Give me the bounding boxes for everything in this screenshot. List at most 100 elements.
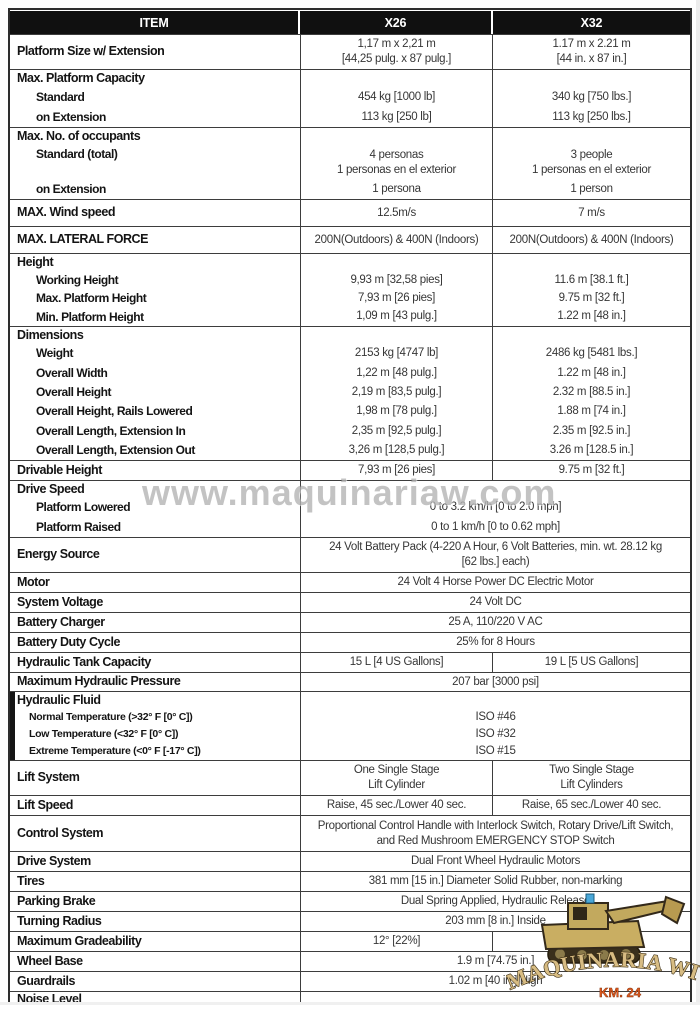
spec-section: Parking Brake Dual Spring Applied, Hydrau… bbox=[10, 891, 690, 911]
spec-section: Wheel Base 1.9 m [74.75 in.] bbox=[10, 951, 690, 971]
spec-values: 200N(Outdoors) & 400N (Indoors) 200N(Outd… bbox=[300, 227, 690, 253]
spec-value: 7,93 m [26 pies] bbox=[357, 292, 436, 305]
spec-row: MAX. LATERAL FORCE 200N(Outdoors) & 400N … bbox=[10, 227, 690, 253]
header-model-x26: X26 bbox=[300, 11, 491, 34]
spec-row: Height bbox=[10, 254, 690, 271]
spec-section: Drivable Height 7,93 m [26 pies] 9.75 m [3… bbox=[10, 460, 690, 480]
spec-value: Raise, 65 sec./Lower 40 sec. bbox=[492, 796, 690, 815]
spec-label: Guardrails bbox=[17, 973, 76, 988]
spec-label: Control System bbox=[17, 825, 104, 840]
spec-label: Max. Platform Capacity bbox=[17, 70, 145, 85]
spec-row: Hydraulic Tank Capacity 15 L [4 US Gallon… bbox=[10, 653, 690, 672]
spec-values: 9,93 m [32,58 pies] 11.6 m [38.1 ft.] bbox=[300, 271, 690, 290]
spec-row: Low Temperature (<32° F [0° C]) ISO #32 bbox=[10, 726, 690, 743]
spec-section: Tires 381 mm [15 in.] Diameter Solid Rubb… bbox=[10, 871, 690, 891]
spec-label: Normal Temperature (>32° F [0° C]) bbox=[29, 710, 193, 723]
spec-section: Max. Platform Capacity Standard 454 kg [10… bbox=[10, 69, 690, 127]
spec-label: Drivable Height bbox=[17, 462, 102, 477]
spec-value: One Single Stage Lift Cylinder bbox=[353, 764, 440, 791]
spec-row: on Extension 1 persona 1 person bbox=[10, 180, 690, 199]
spec-section: Turning Radius 203 mm [8 in.] Inside bbox=[10, 911, 690, 931]
spec-value bbox=[492, 254, 690, 271]
spec-label: Overall Length, Extension Out bbox=[36, 443, 195, 457]
spec-row: Drive System Dual Front Wheel Hydraulic M… bbox=[10, 852, 690, 871]
spec-values bbox=[300, 692, 690, 709]
spec-value: 1,17 m x 2,21 m [44,25 pulg. x 87 pulg.] bbox=[341, 38, 452, 65]
spec-label: Max. No. of occupants bbox=[17, 128, 141, 143]
spec-value bbox=[301, 327, 492, 344]
spec-row: Turning Radius 203 mm [8 in.] Inside bbox=[10, 912, 690, 931]
spec-section: Maximum Hydraulic Pressure 207 bar [3000 … bbox=[10, 672, 690, 691]
spec-values: 2,19 m [83,5 pulg.] 2.32 m [88.5 in.] bbox=[300, 382, 690, 402]
spec-row: Motor 24 Volt 4 Horse Power DC Electric M… bbox=[10, 573, 690, 592]
spec-value: Raise, 45 sec./Lower 40 sec. bbox=[326, 799, 467, 812]
spec-section: Platform Size w/ Extension 1,17 m x 2,21 … bbox=[10, 34, 690, 69]
spec-row: Lift System One Single Stage Lift Cylinder… bbox=[10, 761, 690, 795]
spec-row: Min. Platform Height 1,09 m [43 pulg.] 1.2… bbox=[10, 307, 690, 326]
spec-label: Extreme Temperature (<0° F [-17° C]) bbox=[29, 744, 201, 757]
spec-value: 200N(Outdoors) & 400N (Indoors) bbox=[314, 233, 479, 246]
spec-label: Turning Radius bbox=[17, 913, 102, 928]
spec-value: 1,22 m [48 pulg.] bbox=[356, 366, 437, 379]
spec-row: Drivable Height 7,93 m [26 pies] 9.75 m [3… bbox=[10, 461, 690, 480]
spec-row: Platform Raised 0 to 1 km/h [0 to 0.62 mp… bbox=[10, 517, 690, 537]
spec-value: 1.9 m [74.75 in.] bbox=[456, 955, 535, 968]
spec-row: Overall Length, Extension In 2,35 m [92,5… bbox=[10, 421, 690, 441]
spec-value: 2.35 m [92.5 in.] bbox=[492, 421, 690, 441]
spec-values bbox=[300, 327, 690, 344]
spec-row: Energy Source 24 Volt Battery Pack (4-220… bbox=[10, 538, 690, 572]
spec-label: Dimensions bbox=[17, 327, 84, 342]
spec-label: Overall Height bbox=[36, 385, 112, 400]
spec-label: MAX. LATERAL FORCE bbox=[17, 232, 149, 247]
spec-values bbox=[300, 254, 690, 271]
spec-value: 2.32 m [88.5 in.] bbox=[492, 382, 690, 402]
spec-value: 381 mm [15 in.] Diameter Solid Rubber, n… bbox=[368, 875, 623, 888]
spec-values: ISO #15 bbox=[300, 743, 690, 760]
spec-row: Overall Width 1,22 m [48 pulg.] 1.22 m [48… bbox=[10, 363, 690, 383]
spec-label: Maximum Hydraulic Pressure bbox=[17, 674, 181, 689]
spec-label: System Voltage bbox=[17, 594, 103, 609]
spec-values: 113 kg [250 lb] 113 kg [250 lbs.] bbox=[300, 107, 690, 127]
spec-values: ISO #32 bbox=[300, 726, 690, 743]
spec-values: 3,26 m [128,5 pulg.] 3.26 m [128.5 in.] bbox=[300, 440, 690, 460]
spec-value: 113 kg [250 lbs.] bbox=[492, 107, 690, 127]
spec-value: ISO #15 bbox=[475, 745, 516, 758]
spec-section: Battery Charger 25 A, 110/220 V AC bbox=[10, 612, 690, 632]
spec-label: Working Height bbox=[36, 272, 119, 287]
spec-label: Height bbox=[17, 254, 54, 269]
spec-value: 1,98 m [78 pulg.] bbox=[356, 405, 437, 418]
spec-value: 9,93 m [32,58 pies] bbox=[350, 273, 443, 286]
spec-value bbox=[301, 692, 690, 709]
spec-values: 381 mm [15 in.] Diameter Solid Rubber, n… bbox=[300, 872, 690, 891]
spec-row: Battery Duty Cycle 25% for 8 Hours bbox=[10, 633, 690, 652]
spec-value: ISO #46 bbox=[475, 711, 516, 724]
spec-value: 12.5m/s bbox=[377, 206, 416, 219]
spec-value: 1,09 m [43 pulg.] bbox=[356, 310, 437, 323]
spec-value: 15 L [4 US Gallons] bbox=[349, 656, 444, 669]
spec-row: Hydraulic Fluid bbox=[10, 692, 690, 709]
header-model-x32: X32 bbox=[493, 11, 690, 34]
spec-values: 12.5m/s 7 m/s bbox=[300, 200, 690, 226]
spec-value: 3.26 m [128.5 in.] bbox=[492, 440, 690, 460]
spec-label: Drive Speed bbox=[17, 481, 85, 496]
header-item: ITEM bbox=[10, 11, 298, 34]
spec-values: Raise, 45 sec./Lower 40 sec. Raise, 65 se… bbox=[300, 796, 690, 815]
spec-value: 12° [22%] bbox=[372, 935, 421, 948]
spec-section: System Voltage 24 Volt DC bbox=[10, 592, 690, 612]
spec-values: 24 Volt DC bbox=[300, 593, 690, 612]
spec-value: 9.75 m [32 ft.] bbox=[492, 461, 690, 480]
spec-label: Overall Height, Rails Lowered bbox=[36, 404, 193, 419]
spec-row: Platform Lowered 0 to 3.2 km/h [0 to 2.0 … bbox=[10, 498, 690, 518]
spec-label: on Extension bbox=[36, 109, 106, 124]
spec-value: 207 bar [3000 psi] bbox=[452, 675, 539, 688]
spec-row: Drive Speed bbox=[10, 481, 690, 498]
spec-value: 2,35 m [92,5 pulg.] bbox=[351, 424, 442, 437]
spec-label: Battery Duty Cycle bbox=[17, 634, 121, 649]
spec-values: 24 Volt Battery Pack (4-220 A Hour, 6 Vo… bbox=[300, 538, 690, 572]
spec-table-body: Platform Size w/ Extension 1,17 m x 2,21 … bbox=[10, 34, 690, 1002]
spec-row: Control System Proportional Control Handl… bbox=[10, 816, 690, 851]
spec-values: 7,93 m [26 pies] 9.75 m [32 ft.] bbox=[300, 461, 690, 480]
spec-label: Platform Lowered bbox=[36, 500, 131, 515]
spec-section: Battery Duty Cycle 25% for 8 Hours bbox=[10, 632, 690, 652]
spec-values bbox=[300, 992, 690, 1002]
